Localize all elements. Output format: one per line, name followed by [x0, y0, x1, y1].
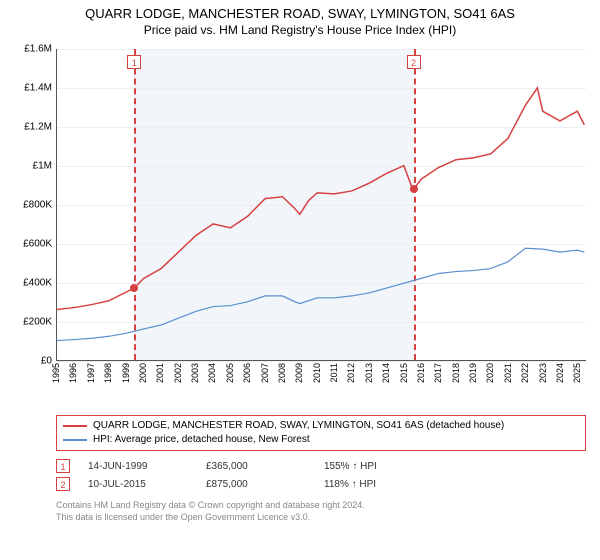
x-tick-label: 2025 — [572, 363, 582, 383]
sale-date: 10-JUL-2015 — [88, 479, 188, 490]
x-tick-label: 2024 — [555, 363, 565, 383]
y-tick-label: £0 — [8, 356, 52, 367]
legend-swatch — [63, 439, 87, 441]
x-tick-label: 2014 — [381, 363, 391, 383]
y-tick-label: £1.6M — [8, 44, 52, 55]
x-tick-label: 2012 — [346, 363, 356, 383]
x-axis: 1995199619971998199920002001200220032004… — [56, 363, 586, 409]
sale-row: 2 10-JUL-2015 £875,000 118% ↑ HPI — [56, 475, 586, 493]
x-tick-label: 2020 — [485, 363, 495, 383]
footer-line-1: Contains HM Land Registry data © Crown c… — [56, 499, 586, 511]
sale-hpi-delta: 118% ↑ HPI — [324, 479, 444, 490]
legend-label: HPI: Average price, detached house, New … — [93, 433, 310, 447]
x-tick-label: 2010 — [312, 363, 322, 383]
x-tick-label: 1995 — [51, 363, 61, 383]
x-tick-label: 2022 — [520, 363, 530, 383]
legend-item: QUARR LODGE, MANCHESTER ROAD, SWAY, LYMI… — [63, 419, 579, 433]
x-tick-label: 2004 — [207, 363, 217, 383]
y-tick-label: £1.2M — [8, 122, 52, 133]
sale-hpi-delta: 155% ↑ HPI — [324, 461, 444, 472]
x-tick-label: 1998 — [103, 363, 113, 383]
legend: QUARR LODGE, MANCHESTER ROAD, SWAY, LYMI… — [56, 415, 586, 451]
x-tick-label: 2018 — [451, 363, 461, 383]
x-tick-label: 2017 — [433, 363, 443, 383]
plot-area: 12 — [56, 49, 586, 361]
x-tick-label: 2023 — [538, 363, 548, 383]
x-tick-label: 2005 — [225, 363, 235, 383]
x-tick-label: 2015 — [399, 363, 409, 383]
y-tick-label: £200K — [8, 317, 52, 328]
sale-row-badge: 2 — [56, 477, 70, 491]
chart: 12 1995 1996 1997 1998 1999 2000 2001 2002 2003 2… — [8, 41, 592, 411]
y-tick-label: £1M — [8, 161, 52, 172]
footer-attribution: Contains HM Land Registry data © Crown c… — [56, 499, 586, 523]
legend-swatch — [63, 425, 87, 427]
x-tick-label: 1996 — [68, 363, 78, 383]
series-property — [57, 88, 584, 310]
x-tick-label: 2011 — [329, 363, 339, 382]
sale-row-badge: 1 — [56, 459, 70, 473]
x-tick-label: 2013 — [364, 363, 374, 383]
x-tick-label: 2007 — [260, 363, 270, 383]
x-tick-label: 2009 — [294, 363, 304, 383]
sale-price: £365,000 — [206, 461, 306, 472]
x-tick-label: 2001 — [155, 363, 165, 383]
y-tick-label: £800K — [8, 200, 52, 211]
x-tick-label: 2019 — [468, 363, 478, 383]
x-tick-label: 1999 — [121, 363, 131, 383]
chart-title: QUARR LODGE, MANCHESTER ROAD, SWAY, LYMI… — [8, 6, 592, 21]
x-tick-label: 2006 — [242, 363, 252, 383]
x-tick-label: 1997 — [86, 363, 96, 383]
x-tick-label: 2008 — [277, 363, 287, 383]
series-hpi — [57, 248, 584, 340]
sale-marker — [410, 185, 418, 193]
sale-date: 14-JUN-1999 — [88, 461, 188, 472]
sale-row: 1 14-JUN-1999 £365,000 155% ↑ HPI — [56, 457, 586, 475]
y-tick-label: £600K — [8, 239, 52, 250]
y-tick-label: £1.4M — [8, 83, 52, 94]
gridline — [57, 361, 586, 362]
x-tick-label: 2016 — [416, 363, 426, 383]
chart-lines — [57, 49, 586, 360]
x-tick-label: 2021 — [503, 363, 513, 383]
sales-table: 1 14-JUN-1999 £365,000 155% ↑ HPI 2 10-JUL-20… — [56, 457, 586, 493]
legend-item: HPI: Average price, detached house, New … — [63, 433, 579, 447]
y-tick-label: £400K — [8, 278, 52, 289]
sale-marker — [130, 284, 138, 292]
sale-price: £875,000 — [206, 479, 306, 490]
legend-label: QUARR LODGE, MANCHESTER ROAD, SWAY, LYMI… — [93, 419, 504, 433]
chart-subtitle: Price paid vs. HM Land Registry's House … — [8, 23, 592, 37]
x-tick-label: 2002 — [173, 363, 183, 383]
x-tick-label: 2000 — [138, 363, 148, 383]
x-tick-label: 2003 — [190, 363, 200, 383]
footer-line-2: This data is licensed under the Open Gov… — [56, 511, 586, 523]
